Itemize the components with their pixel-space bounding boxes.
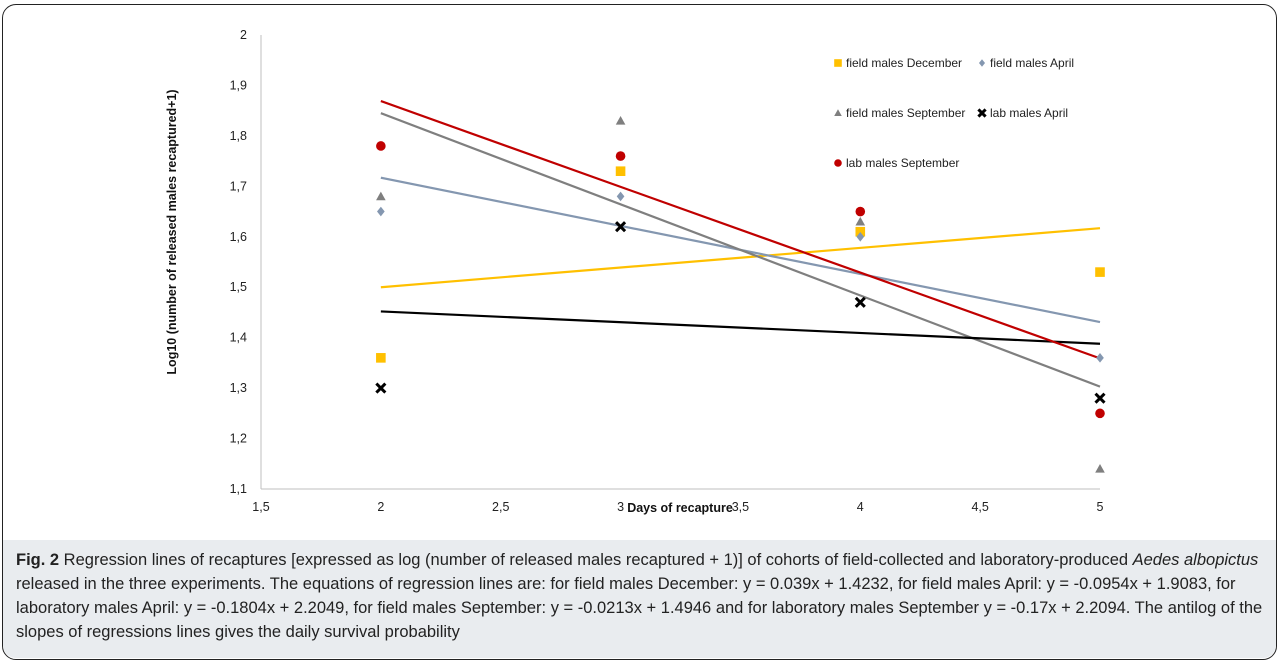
triangle-marker [855,216,866,226]
x-tick-label: 4,5 [971,500,988,514]
circle-marker [376,141,386,151]
triangle-marker [376,191,386,201]
y-tick-label: 2 [240,28,247,42]
trend-line [380,112,1101,388]
circle-marker [1095,408,1105,419]
figure-caption: Fig. 2 Regression lines of recaptures [e… [16,548,1266,644]
x-marker [977,108,987,118]
circle-marker [855,206,866,217]
x-tick-label: 3 [617,500,624,514]
triangle-marker [834,109,842,117]
legend-entry-label: field males September [846,106,965,120]
regression-chart: 1,5 2 2,5 3 3,5 4 4,5 5 1,1 1,2 1,3 1,4 1,5 1,6 1,7 1,8… [165,28,1106,515]
x-tick-label: 5 [1097,500,1104,514]
y-tick-label: 1,3 [230,381,247,395]
caption-label: Fig. 2 [16,551,60,569]
square-marker [855,226,866,237]
x-tick-label: 3,5 [732,500,749,514]
y-tick-label: 1,1 [230,482,247,496]
trend-line [380,227,1101,289]
x-marker [375,382,387,394]
caption-background [3,540,1276,658]
chart-legend: field males December field males April fie… [834,56,1074,170]
square-marker [1095,267,1105,277]
x-marker [615,221,627,233]
diamond-marker [978,59,986,67]
diamond-marker [1096,353,1104,363]
diamond-marker [616,191,625,202]
legend-entry-label: field males December [846,56,962,70]
y-tick-label: 1,9 [230,78,247,92]
legend-entry-label: field males April [990,56,1074,70]
x-tick-label: 1,5 [252,500,269,514]
square-marker [834,59,842,67]
legend-entry-label: lab males April [990,106,1068,120]
y-tick-label: 1,7 [230,179,247,193]
caption-text-1: Regression lines of recaptures [expresse… [59,551,1133,569]
diamond-marker [856,231,865,242]
chart-axes: 1,5 2 2,5 3 3,5 4 4,5 5 1,1 1,2 1,3 1,4 1,5 1,6 1,7 1,8… [230,28,1104,514]
x-tick-label: 2,5 [492,500,509,514]
y-tick-label: 1,6 [230,230,247,244]
legend-entry-label: lab males September [846,156,959,170]
diamond-marker [377,206,385,217]
x-tick-label: 2 [377,500,384,514]
y-tick-label: 1,5 [230,280,247,294]
triangle-marker [615,115,626,125]
caption-text-2: released in the three experiments. The e… [16,575,1263,641]
circle-marker [834,159,842,167]
y-tick-label: 1,2 [230,432,247,446]
figure-frame [2,4,1277,660]
triangle-marker [1095,464,1105,473]
x-marker [1094,392,1106,404]
x-axis-title: Days of recapture [627,501,733,515]
x-marker [854,296,866,308]
x-tick-label: 4 [857,500,864,514]
y-tick-label: 1,4 [230,331,247,345]
trend-line [380,310,1101,345]
trend-line [380,100,1101,360]
data-points [375,115,1106,473]
y-tick-label: 1,8 [230,129,247,143]
caption-species: Aedes albopictus [1132,551,1259,569]
y-axis-title: Log10 (number of released males recaptur… [165,89,179,374]
square-marker [376,353,386,363]
trend-lines [380,100,1101,388]
square-marker [615,166,626,176]
circle-marker [615,151,626,161]
